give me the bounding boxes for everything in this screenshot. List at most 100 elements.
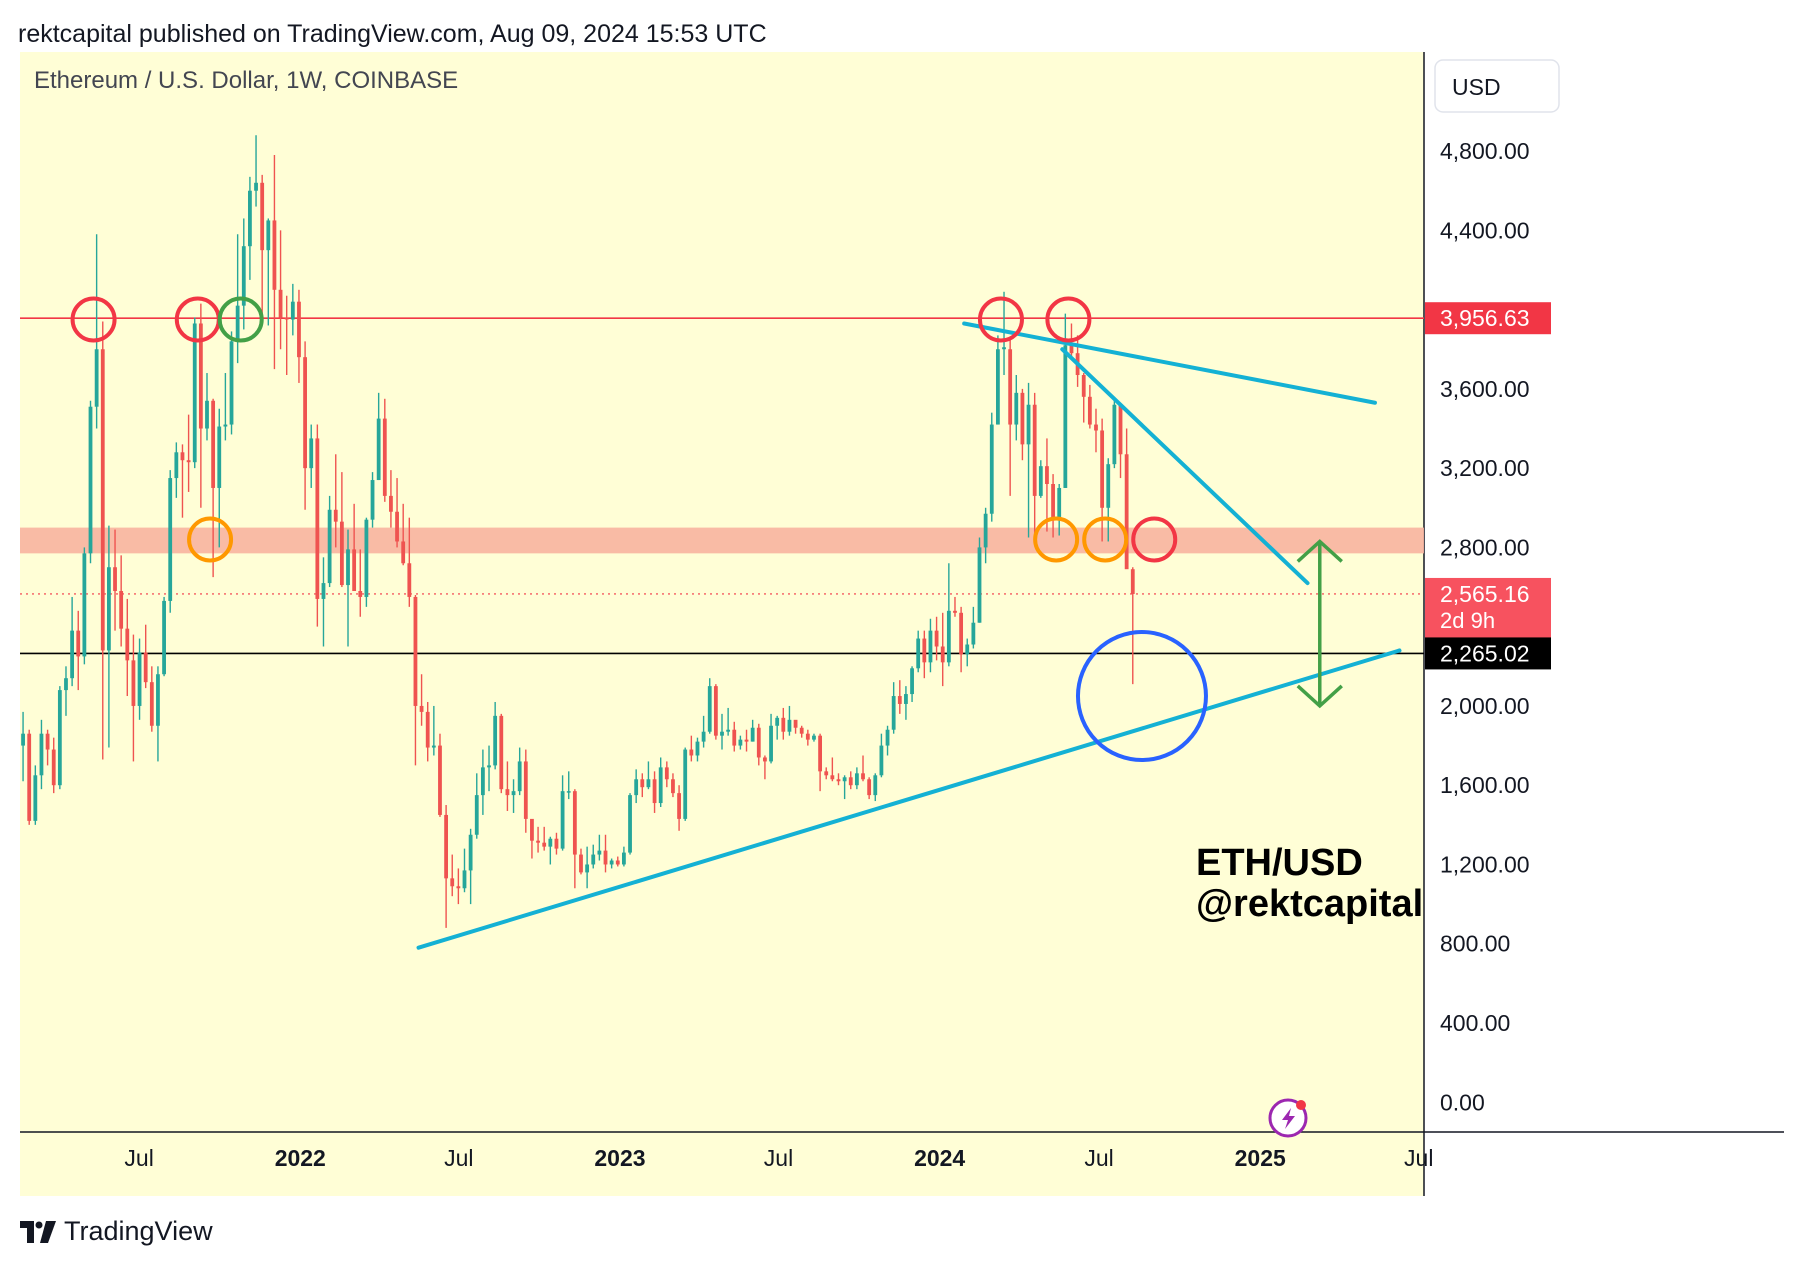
candle-body bbox=[916, 638, 921, 669]
candle-body bbox=[376, 418, 381, 481]
candle-body bbox=[119, 591, 124, 629]
tradingview-footer[interactable]: TradingView bbox=[20, 1216, 213, 1247]
candle-body bbox=[1081, 375, 1086, 397]
price-tick-label: 1,200.00 bbox=[1440, 851, 1530, 877]
candle-body bbox=[82, 553, 87, 657]
range-arrow-head-bottom bbox=[1296, 684, 1343, 709]
candle-body bbox=[1038, 466, 1043, 496]
candle-body bbox=[1020, 392, 1025, 445]
candle-body bbox=[346, 549, 350, 586]
candle-body bbox=[254, 182, 258, 191]
price-tick-label: 4,400.00 bbox=[1440, 217, 1530, 243]
candle-body bbox=[1087, 396, 1092, 425]
candle-body bbox=[229, 341, 234, 425]
candle-body bbox=[333, 509, 338, 522]
candle-body bbox=[965, 644, 970, 655]
candle-body bbox=[940, 646, 945, 663]
annotation-line-2: @rektcapital bbox=[1196, 883, 1423, 925]
candle-body bbox=[1032, 404, 1037, 496]
candle-body bbox=[763, 757, 767, 762]
candle-body bbox=[946, 610, 951, 663]
candle-body bbox=[1118, 404, 1123, 455]
price-chart[interactable]: Ethereum / U.S. Dollar, 1W, COINBASE ETH… bbox=[20, 52, 1784, 1196]
candle-body bbox=[805, 733, 810, 740]
candle-body bbox=[1100, 430, 1105, 508]
candle-body bbox=[707, 686, 712, 732]
candle-body bbox=[750, 727, 755, 742]
resistance-zone bbox=[20, 527, 1424, 554]
circle-marker bbox=[1033, 516, 1080, 563]
currency-button-label: USD bbox=[1452, 74, 1501, 100]
candle-body bbox=[683, 749, 688, 819]
candle-body bbox=[1002, 347, 1006, 350]
candle-body bbox=[861, 773, 865, 780]
time-tick-label: 2022 bbox=[275, 1145, 326, 1171]
candle-body bbox=[149, 682, 154, 726]
candle-body bbox=[278, 289, 283, 318]
candle-body bbox=[566, 791, 571, 793]
candle-body bbox=[1008, 349, 1013, 425]
candle-body bbox=[27, 733, 32, 821]
candle-body bbox=[585, 864, 590, 873]
candle-body bbox=[180, 452, 185, 461]
candle-body bbox=[701, 731, 706, 742]
candle-body bbox=[64, 678, 68, 691]
price-tick-label: 2,000.00 bbox=[1440, 693, 1530, 719]
time-tick-label: 2025 bbox=[1235, 1145, 1286, 1171]
tradingview-brand: TradingView bbox=[64, 1216, 213, 1246]
bolt-icon[interactable] bbox=[1268, 1098, 1308, 1138]
candle-body bbox=[480, 767, 485, 796]
price-badge bbox=[1425, 637, 1551, 670]
candle-body bbox=[51, 749, 56, 786]
price-tick-label: 400.00 bbox=[1440, 1010, 1510, 1036]
candle-body bbox=[186, 460, 191, 463]
candle-body bbox=[664, 767, 669, 780]
candle-body bbox=[57, 690, 62, 786]
candle-body bbox=[922, 638, 927, 663]
candle-body bbox=[217, 426, 222, 488]
candle-body bbox=[591, 854, 596, 865]
published-header: rektcapital published on TradingView.com… bbox=[18, 20, 767, 48]
candle-body bbox=[88, 406, 93, 554]
plot-background bbox=[20, 52, 1424, 1132]
candle-body bbox=[260, 182, 265, 251]
candle-body bbox=[977, 547, 982, 623]
price-badge-countdown: 2d 9h bbox=[1440, 608, 1495, 633]
candle-body bbox=[511, 791, 516, 796]
candle-body bbox=[1063, 345, 1068, 488]
candle-body bbox=[235, 305, 240, 342]
candle-body bbox=[634, 779, 639, 796]
candle-body bbox=[297, 301, 301, 358]
candle-body bbox=[885, 729, 890, 746]
time-tick-label: 2024 bbox=[914, 1145, 965, 1171]
candle-body bbox=[554, 838, 559, 849]
chart-frame[interactable]: Ethereum / U.S. Dollar, 1W, COINBASE ETH… bbox=[20, 52, 1784, 1196]
candle-body bbox=[1124, 454, 1129, 570]
candle-body bbox=[370, 480, 375, 520]
candle-body bbox=[904, 694, 908, 704]
price-axis-labels: 4,800.00 4,400.00 3,600.00 3,200.00 2,800.00… bbox=[1440, 138, 1530, 1115]
candle-body bbox=[131, 660, 136, 706]
candle-body bbox=[468, 834, 473, 871]
range-arrow-head-top bbox=[1296, 539, 1343, 563]
candle-body bbox=[94, 349, 99, 407]
candle-body bbox=[290, 301, 295, 320]
candle-body bbox=[39, 733, 44, 776]
candle-body bbox=[248, 190, 252, 247]
candle-body bbox=[897, 696, 902, 704]
candle-body bbox=[548, 838, 553, 847]
price-badge-label: 2,265.02 bbox=[1440, 640, 1530, 666]
trendlines-layer bbox=[416, 321, 1402, 950]
candle-body bbox=[560, 791, 565, 849]
candle-body bbox=[21, 733, 25, 746]
candle-body bbox=[572, 791, 577, 855]
candle-body bbox=[995, 349, 1000, 425]
candle-body bbox=[266, 220, 271, 251]
candle-body bbox=[456, 886, 461, 889]
currency-button[interactable]: USD bbox=[1434, 59, 1560, 113]
candle-body bbox=[125, 628, 130, 661]
price-tick-label: 0.00 bbox=[1440, 1089, 1485, 1115]
candle-body bbox=[609, 860, 614, 865]
candles-layer bbox=[21, 135, 1135, 928]
